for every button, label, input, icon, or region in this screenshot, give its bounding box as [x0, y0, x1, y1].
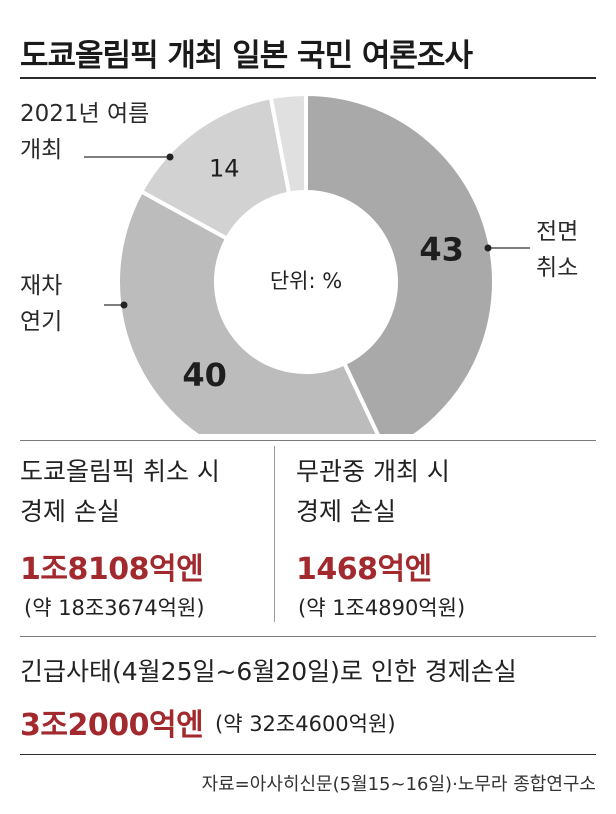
section-divider-middle	[20, 636, 596, 637]
cancel-loss-value: 1조8108억엔	[20, 552, 204, 587]
leader-dot	[120, 301, 128, 309]
emergency-loss-value: 3조2000억엔	[20, 708, 204, 743]
cancel-loss-won: (약 18조3674억원)	[24, 596, 205, 620]
section-divider-bottom	[20, 754, 596, 755]
pie-slice	[116, 188, 380, 434]
slice-label-cancel: 전면 취소	[536, 219, 579, 281]
stat-column-divider	[274, 446, 275, 622]
donut-chart: 43 40 14 단위: %	[84, 91, 530, 434]
title-divider	[20, 77, 596, 79]
no-spectator-loss-value: 1468억엔	[296, 552, 432, 587]
slice-label-postpone: 재차 연기	[20, 273, 63, 335]
leader-dot	[166, 153, 174, 161]
slice-value-label: 40	[182, 356, 227, 394]
unit-label: 단위: %	[270, 269, 342, 293]
pie-slice	[268, 91, 308, 196]
no-spectator-loss-label: 무관중 개최 시 경제 손실	[296, 457, 450, 526]
slice-label-summer: 2021년 여름 개최	[20, 101, 150, 163]
chart-title: 도쿄올림픽 개최 일본 국민 여론조사	[20, 38, 473, 74]
source-note: 자료=아사히신문(5월15~16일)·노무라 종합연구소	[201, 774, 596, 795]
cancel-loss-label: 도쿄올림픽 취소 시 경제 손실	[20, 457, 220, 526]
slice-value-label: 14	[209, 155, 240, 183]
pie-slice	[304, 91, 496, 434]
no-spectator-loss-won: (약 1조4890억원)	[298, 596, 466, 620]
leader-dot	[484, 244, 492, 252]
section-divider-top	[20, 440, 596, 441]
emergency-loss-won: (약 32조4600억원)	[215, 712, 396, 736]
slice-value-label: 43	[419, 231, 464, 269]
emergency-loss-label: 긴급사태(4월25일~6월20일)로 인한 경제손실	[20, 657, 517, 686]
